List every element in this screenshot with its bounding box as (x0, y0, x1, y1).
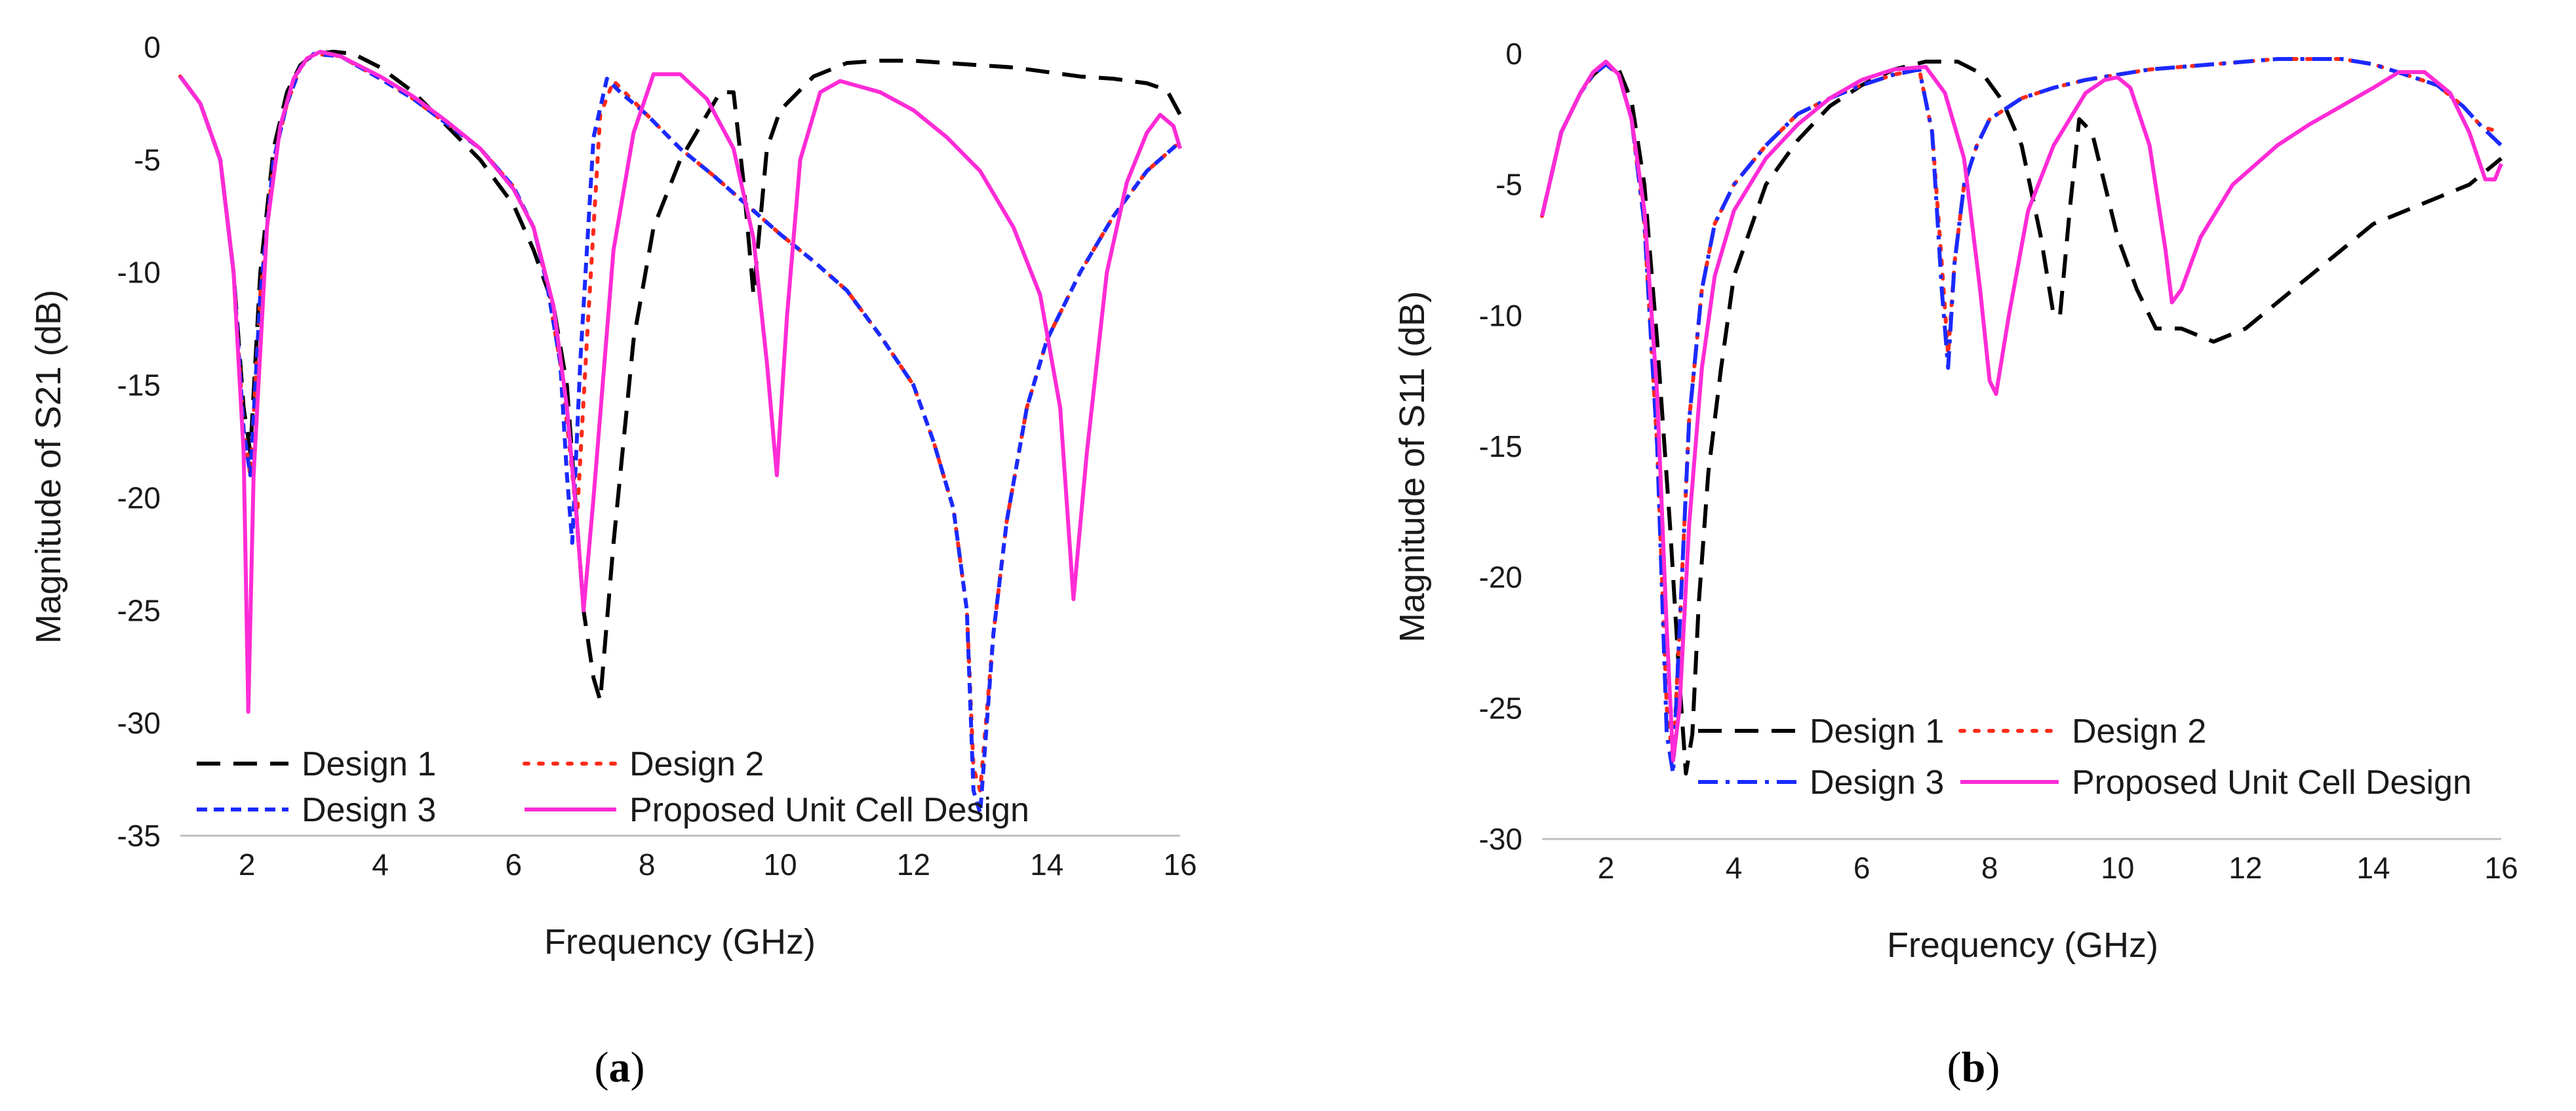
x-axis-label-b: Frequency (GHz) (1887, 926, 2158, 965)
plot-area-b (1540, 57, 2503, 776)
x-tick-label-b: 10 (2101, 851, 2134, 885)
x-tick-label-a: 4 (372, 848, 389, 882)
y-tick-label-a: -30 (117, 706, 161, 740)
series-line-design-1-b (1540, 60, 2503, 776)
panel-label-b: (b) (1947, 1043, 2000, 1091)
legend-label-b: Design 2 (2072, 712, 2206, 750)
legend-label-a: Design 2 (629, 745, 764, 783)
y-tick-label-a: -35 (117, 819, 161, 853)
x-tick-label-a: 12 (897, 848, 930, 882)
y-tick-label-b: -10 (1479, 298, 1522, 332)
x-tick-label-b: 16 (2484, 851, 2518, 885)
y-axis-label-a: Magnitude of S21 (dB) (29, 290, 68, 644)
x-tick-label-a: 14 (1030, 848, 1063, 882)
series-line-design-3-a (178, 52, 1181, 815)
legend-label-b: Proposed Unit Cell Design (2072, 764, 2472, 802)
legend-label-b: Design 1 (1810, 712, 1944, 750)
y-tick-label-a: 0 (144, 30, 161, 64)
y-tick-label-b: 0 (1505, 37, 1522, 71)
y-tick-label-b: -20 (1479, 560, 1522, 594)
x-ticks-a: 2 4 6 8 10 12 14 16 (239, 848, 1197, 882)
x-tick-label-b: 8 (1981, 851, 1998, 885)
y-tick-label-b: -25 (1479, 691, 1522, 725)
x-tick-label-a: 2 (239, 848, 256, 882)
x-tick-label-b: 2 (1598, 851, 1615, 885)
y-tick-label-a: -5 (134, 143, 161, 177)
plot-area-a (178, 49, 1182, 815)
chart-panel-a: 2 4 6 8 10 12 14 16 0 -5 -10 -15 -20 -25 -30 -35 Frequ… (29, 30, 1197, 1091)
y-tick-label-b: -30 (1479, 822, 1522, 856)
y-tick-label-b: -5 (1496, 168, 1522, 202)
legend-b: Design 1 Design 2 Design 3 Proposed Unit Ce… (1698, 712, 2472, 802)
series-line-proposed-unit-cell-design-a (178, 49, 1182, 714)
x-tick-label-a: 8 (639, 848, 656, 882)
x-tick-label-b: 12 (2229, 851, 2262, 885)
x-tick-label-b: 6 (1853, 851, 1871, 885)
y-ticks-b: 0 -5 -10 -15 -20 -25 -30 (1479, 37, 1522, 856)
x-tick-label-a: 16 (1163, 848, 1197, 882)
series-line-design-2-b (1540, 57, 2503, 763)
y-axis-label-b: Magnitude of S11 (dB) (1393, 291, 1432, 642)
y-tick-label-b: -15 (1479, 429, 1522, 463)
x-tick-label-b: 14 (2356, 851, 2390, 885)
y-tick-label-a: -10 (117, 256, 161, 290)
legend-label-b: Design 3 (1810, 764, 1944, 802)
legend-label-a: Proposed Unit Cell Design (629, 791, 1029, 829)
y-tick-label-a: -20 (117, 480, 161, 515)
y-tick-label-a: -15 (117, 368, 161, 402)
legend-a: Design 1 Design 2 Design 3 Proposed Unit Ce… (197, 745, 1029, 829)
x-tick-label-a: 10 (763, 848, 797, 882)
legend-label-a: Design 1 (302, 745, 436, 783)
x-axis-label-a: Frequency (GHz) (544, 922, 816, 962)
series-line-proposed-unit-cell-design-b (1540, 60, 2503, 763)
legend-label-a: Design 3 (302, 791, 436, 829)
series-line-design-1-a (178, 49, 1182, 703)
y-tick-label-a: -25 (117, 593, 161, 627)
chart-panel-b: 2 4 6 8 10 12 14 16 0 -5 -10 -15 -20 -25 -30 Frequenc… (1393, 37, 2518, 1091)
y-ticks-a: 0 -5 -10 -15 -20 -25 -30 -35 (117, 30, 161, 853)
panel-label-a: (a) (595, 1043, 645, 1091)
x-tick-label-b: 4 (1726, 851, 1743, 885)
series-line-design-3-b (1540, 57, 2503, 776)
x-ticks-b: 2 4 6 8 10 12 14 16 (1598, 851, 2518, 885)
x-tick-label-a: 6 (505, 848, 523, 882)
